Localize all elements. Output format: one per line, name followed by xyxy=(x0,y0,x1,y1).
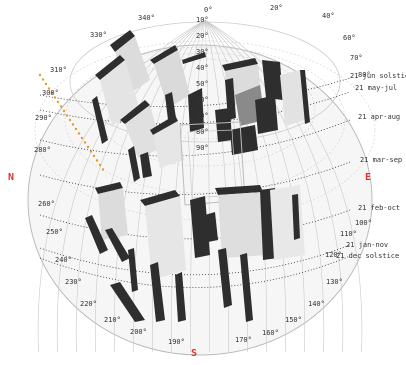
azimuth-label: 290° xyxy=(35,114,52,122)
azimuth-label: 240° xyxy=(55,256,72,264)
azimuth-label: 340° xyxy=(138,14,155,22)
sun-path-label-mar-sep: 21 mar-sep xyxy=(360,156,402,164)
azimuth-label: 70° xyxy=(350,54,363,62)
azimuth-label: 0° xyxy=(204,6,212,14)
azimuth-label: 210° xyxy=(104,316,121,324)
altitude-label: 40° xyxy=(196,64,209,72)
altitude-label: 90° xyxy=(196,144,209,152)
altitude-label: 60° xyxy=(196,96,209,104)
azimuth-label: 280° xyxy=(34,146,51,154)
azimuth-label: 40° xyxy=(322,12,335,20)
azimuth-labels: 0° 20° 40° 60° 70° 80° 100° 110° 120° 130° 140° 150… xyxy=(34,4,372,346)
cardinal-north: N xyxy=(8,172,14,183)
azimuth-label: 60° xyxy=(343,34,356,42)
azimuth-label: 330° xyxy=(90,31,107,39)
cardinal-south: S xyxy=(191,348,197,359)
altitude-label: 50° xyxy=(196,80,209,88)
cardinal-east: E xyxy=(365,172,371,183)
hour-analemma-markers xyxy=(38,73,105,171)
altitude-labels: 10° 20° 30° 40° 50° 60° 70° 80° 90° xyxy=(196,16,209,152)
altitude-label: 80° xyxy=(196,128,209,136)
azimuth-label: 100° xyxy=(355,219,372,227)
altitude-label: 20° xyxy=(196,32,209,40)
sun-path-label-feb-oct: 21 feb-oct xyxy=(358,204,400,212)
altitude-label: 10° xyxy=(196,16,209,24)
azimuth-label: 120° xyxy=(325,251,342,259)
sun-path-labels: 21 jun solstice 21 may-jul 21 apr-aug 21… xyxy=(336,72,406,260)
azimuth-label: 160° xyxy=(262,329,279,337)
obstruction-buildings-east xyxy=(179,58,310,206)
sun-path-label-dec: 21 dec solstice xyxy=(336,252,399,260)
azimuth-label: 150° xyxy=(285,316,302,324)
azimuth-label: 220° xyxy=(80,300,97,308)
sun-path-label-jun: 21 jun solstice xyxy=(350,72,406,80)
azimuth-label: 190° xyxy=(168,338,185,346)
azimuth-label: 260° xyxy=(38,200,55,208)
azimuth-label: 230° xyxy=(65,278,82,286)
sun-path-label-apr-aug: 21 apr-aug xyxy=(358,113,400,121)
azimuth-label: 170° xyxy=(235,336,252,344)
azimuth-label: 310° xyxy=(50,66,67,74)
altitude-label: 30° xyxy=(196,48,209,56)
azimuth-label: 140° xyxy=(308,300,325,308)
grid-lines xyxy=(37,19,363,353)
sun-path-label-may-jul: 21 may-jul xyxy=(355,84,397,92)
azimuth-label: 250° xyxy=(46,228,63,236)
obstruction-buildings-south xyxy=(85,182,305,322)
azimuth-label: 300° xyxy=(42,89,59,97)
azimuth-label: 20° xyxy=(270,4,283,12)
azimuth-label: 80° xyxy=(358,71,371,79)
azimuth-label: 200° xyxy=(130,328,147,336)
obstruction-buildings-north xyxy=(92,30,206,182)
azimuth-label: 130° xyxy=(326,278,343,286)
altitude-label: 70° xyxy=(196,112,209,120)
azimuth-label: 110° xyxy=(340,230,357,238)
sun-path-label-jan-nov: 21 jan-nov xyxy=(346,241,388,249)
